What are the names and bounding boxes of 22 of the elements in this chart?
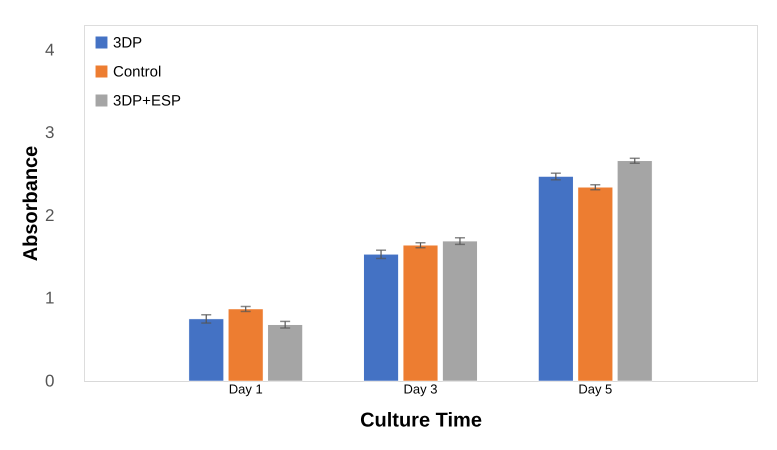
y-axis-title: Absorbance bbox=[20, 146, 42, 262]
y-tick-label: 4 bbox=[45, 40, 54, 60]
bar bbox=[228, 308, 264, 382]
bar bbox=[578, 187, 613, 382]
x-tick-label: Day 5 bbox=[578, 382, 612, 396]
bar bbox=[363, 254, 399, 382]
x-tick-label: Day 1 bbox=[228, 382, 263, 396]
legend-label: Control bbox=[113, 64, 162, 80]
bar bbox=[538, 176, 574, 382]
y-tick-label: 2 bbox=[45, 206, 54, 225]
y-tick-label: 3 bbox=[45, 123, 54, 142]
bar bbox=[617, 160, 652, 382]
bar bbox=[268, 324, 303, 382]
x-axis-title: Culture Time bbox=[360, 410, 482, 432]
x-tick-label: Day 3 bbox=[404, 382, 438, 396]
bar bbox=[402, 244, 438, 382]
legend-label: 3DP bbox=[113, 34, 142, 52]
legend-label: 3DP+ESP bbox=[113, 92, 181, 110]
y-tick-label: 0 bbox=[45, 372, 54, 390]
bar bbox=[188, 318, 224, 382]
y-tick-label: 1 bbox=[45, 288, 54, 308]
bar bbox=[442, 240, 478, 382]
